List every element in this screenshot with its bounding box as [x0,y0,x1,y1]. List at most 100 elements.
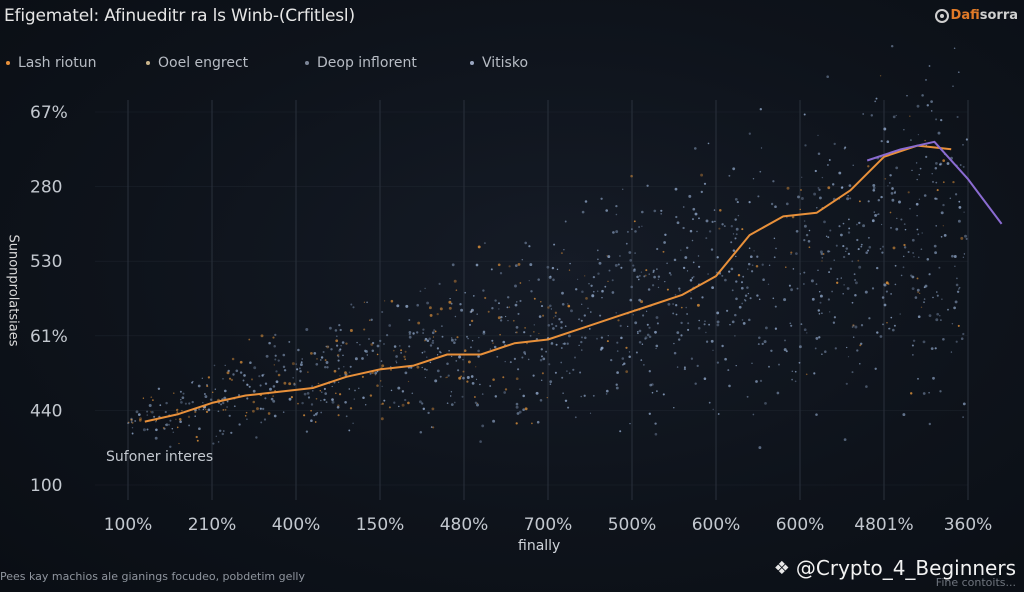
watermark-handle: @Crypto_4_Beginners [795,556,1016,580]
scatter-point [693,147,697,150]
scatter-point [913,256,915,258]
scatter-point [487,310,490,313]
scatter-point [705,340,709,343]
scatter-point [803,271,806,274]
scatter-point [935,162,938,165]
scatter-point [923,298,926,300]
scatter-point [664,233,667,237]
scatter-point [272,395,275,397]
scatter-point [618,255,621,257]
scatter-point [834,347,837,350]
scatter-point [453,341,456,344]
scatter-point [692,261,695,264]
scatter-point [484,296,487,300]
scatter-point [421,351,424,354]
scatter-point [150,396,153,399]
y-tick-label: 67% [30,103,68,123]
scatter-point [909,139,912,142]
scatter-point [446,362,449,365]
y-tick-label: 530 [30,252,62,272]
legend-label: Vitisko [482,55,529,71]
scatter-point [822,253,825,255]
scatter-point [246,397,249,400]
scatter-point [648,326,651,329]
scatter-point [554,371,557,374]
scatter-point [607,334,609,337]
scatter-point [535,391,539,395]
scatter-point [817,309,821,312]
scatter-point [470,375,474,378]
scatter-point [726,309,729,312]
scatter-point [956,115,959,119]
scatter-point [272,399,276,403]
scatter-point [911,344,914,347]
scatter-point [155,428,158,432]
scatter-point [827,236,830,239]
scatter-point [714,220,716,223]
scatter-point [653,275,656,279]
scatter-point [314,421,317,423]
scatter-point [249,361,252,364]
scatter-point [925,78,927,81]
scatter-point [223,389,227,393]
x-tick-label: 400% [272,515,321,535]
scatter-point [337,353,340,357]
scatter-point [400,352,402,354]
scatter-point [903,129,905,131]
scatter-point [910,274,913,277]
scatter-point [963,211,965,213]
scatter-point [728,270,731,273]
scatter-point [886,140,890,144]
scatter-point [371,341,375,345]
scatter-point [191,400,194,404]
scatter-point [261,374,264,377]
scatter-point [369,319,371,321]
scatter-point [742,275,745,278]
scatter-point [461,395,464,398]
scatter-point [717,413,720,415]
scatter-point [957,71,960,74]
scatter-point [790,251,793,254]
scatter-point [303,392,307,396]
scatter-point [683,368,686,371]
scatter-point [313,414,316,417]
scatter-point [404,358,407,361]
scatter-point [497,316,501,320]
scatter-point [669,273,672,276]
scatter-point [268,341,271,345]
scatter-point [439,307,443,311]
scatter-point [662,393,665,396]
scatter-point [696,230,698,233]
scatter-point [237,394,241,397]
scatter-point [232,373,235,376]
scatter-point [152,399,154,401]
scatter-point [288,340,291,343]
scatter-point [494,299,497,302]
scatter-point [531,422,533,425]
scatter-point [917,315,921,319]
scatter-point [800,197,804,200]
scatter-point [734,335,736,337]
scatter-point [646,184,649,187]
scatter-point [215,435,217,437]
scatter-point [965,237,968,240]
scatter-point [137,413,141,416]
scatter-point [678,289,681,292]
scatter-point [162,427,165,429]
scatter-point [410,366,413,369]
scatter-point [783,298,787,302]
scatter-point [344,371,347,374]
scatter-point [422,332,424,334]
scatter-point [272,385,276,388]
scatter-point [419,290,422,293]
scatter-point [460,375,462,378]
scatter-point [165,423,169,427]
scatter-point [915,162,918,164]
scatter-point [912,252,914,254]
scatter-point [255,436,258,439]
scatter-point [404,398,407,402]
scatter-point [269,387,272,391]
scatter-point [645,310,648,312]
scatter-point [333,369,337,373]
scatter-point [962,165,965,168]
